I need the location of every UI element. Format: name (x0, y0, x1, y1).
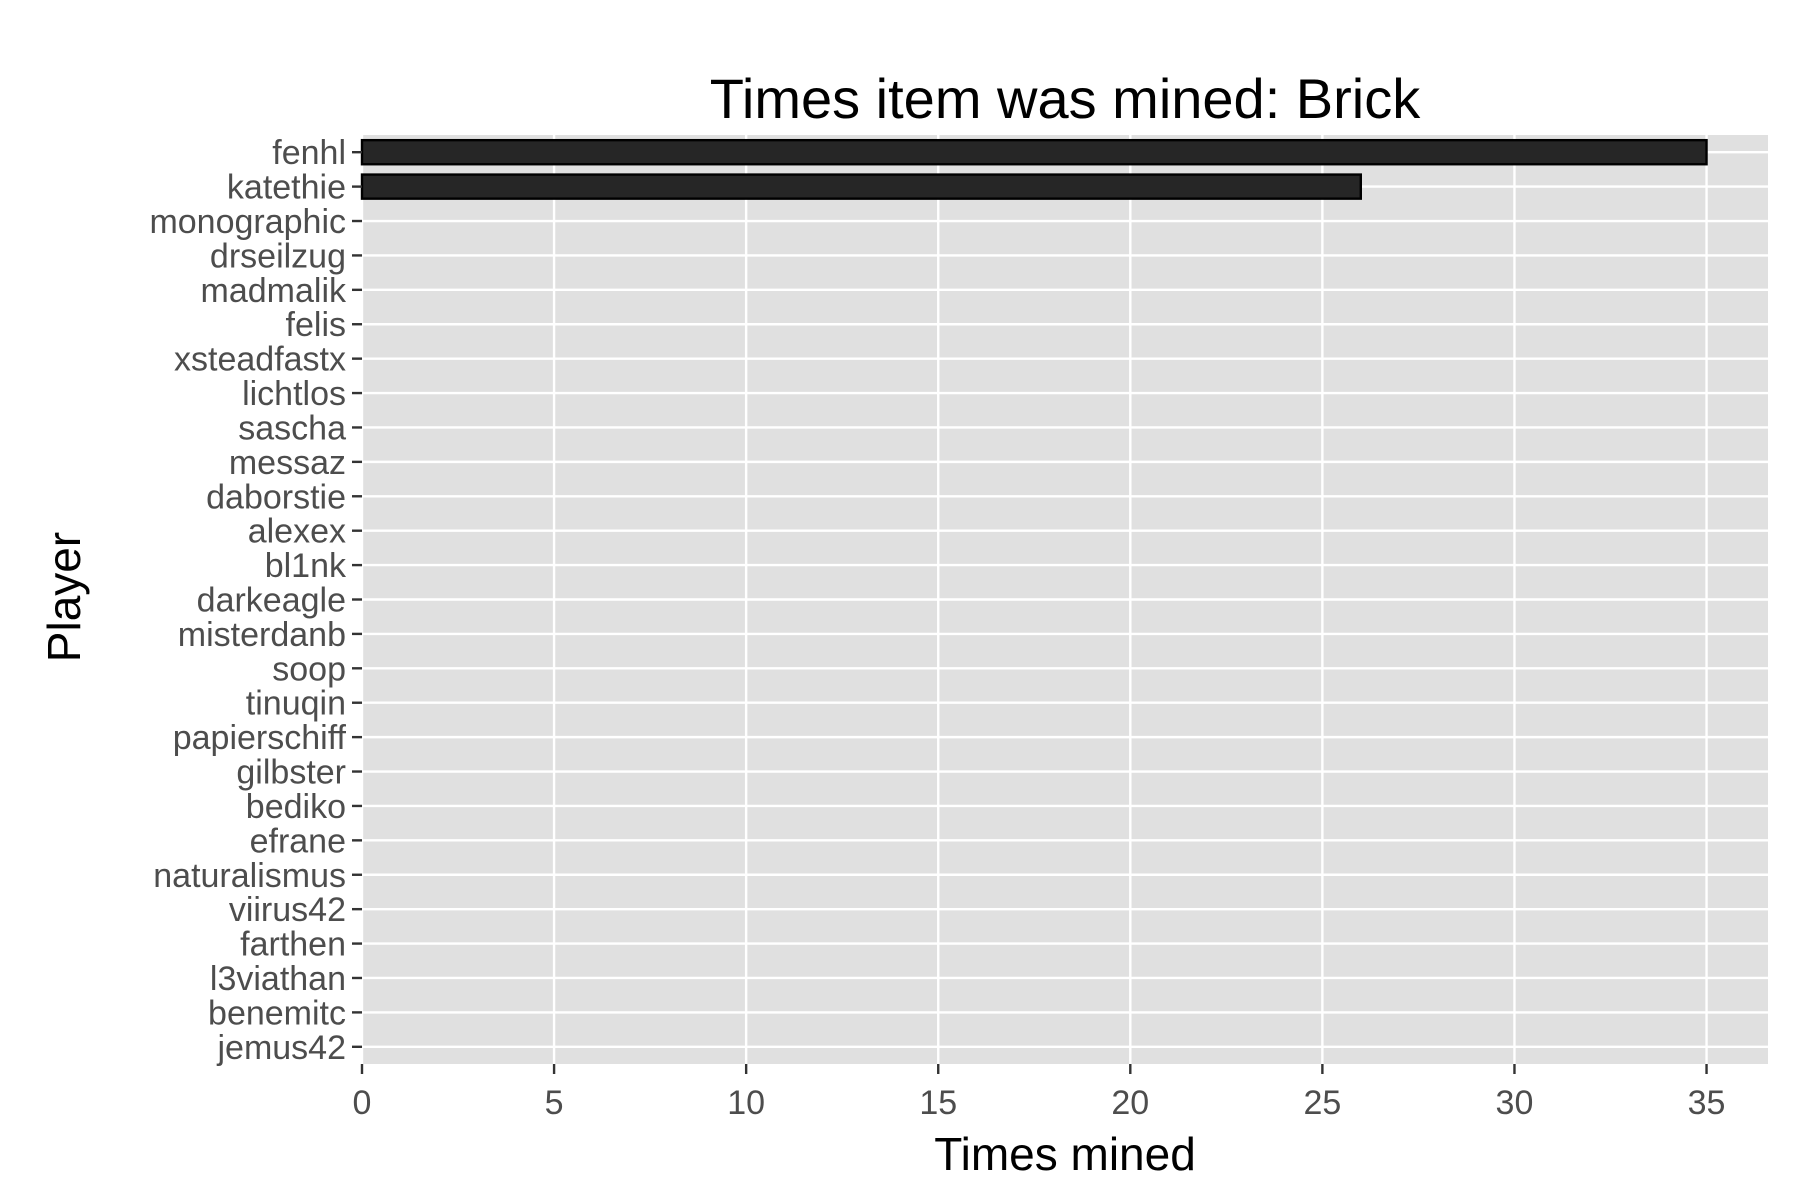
y-tick-label: gilbster (236, 754, 346, 792)
y-tick-label: bediko (246, 788, 346, 826)
y-tick-label: monographic (149, 203, 346, 241)
x-tick-label: 15 (919, 1084, 957, 1122)
y-tick-label: l3viathan (210, 960, 346, 998)
x-tick-label: 5 (545, 1084, 564, 1122)
y-tick-label: alexex (248, 513, 346, 551)
x-tick-label: 20 (1111, 1084, 1149, 1122)
y-tick-label: xsteadfastx (174, 341, 346, 379)
y-tick-label: bl1nk (265, 547, 347, 585)
bars (360, 138, 1708, 200)
y-tick-label: daborstie (206, 478, 346, 516)
y-tick-label: lichtlos (242, 375, 346, 413)
x-tick-label: 10 (727, 1084, 765, 1122)
y-axis-title: Player (38, 532, 90, 662)
bar (360, 138, 1708, 166)
y-tick-label: viirus42 (229, 891, 346, 929)
y-tick-label: benemitc (208, 994, 346, 1032)
y-tick-label: katethie (227, 169, 346, 207)
y-tick-label: felis (286, 306, 346, 344)
y-tick-label: messaz (229, 444, 346, 482)
y-tick-label: darkeagle (197, 582, 346, 620)
y-tick-label: sascha (238, 409, 346, 447)
chart-title: Times item was mined: Brick (710, 67, 1422, 130)
y-tick-label: papierschiff (173, 719, 347, 757)
x-tick-label: 35 (1688, 1084, 1726, 1122)
y-tick-label: jemus42 (216, 1029, 346, 1067)
axes: fenhlkatethiemonographicdrseilzugmadmali… (149, 134, 1725, 1122)
bar (360, 173, 1362, 200)
y-tick-label: tinuqin (246, 685, 346, 723)
y-tick-label: misterdanb (178, 616, 346, 654)
y-tick-label: naturalismus (153, 857, 346, 895)
x-tick-label: 30 (1496, 1084, 1534, 1122)
y-tick-label: fenhl (272, 134, 346, 172)
y-tick-label: madmalik (201, 272, 347, 310)
y-tick-label: soop (272, 650, 346, 688)
x-axis-title: Times mined (934, 1128, 1196, 1180)
x-tick-label: 0 (353, 1084, 372, 1122)
x-tick-label: 25 (1303, 1084, 1341, 1122)
y-tick-label: farthen (240, 926, 346, 964)
y-tick-label: drseilzug (210, 237, 346, 275)
y-tick-label: efrane (250, 822, 346, 860)
